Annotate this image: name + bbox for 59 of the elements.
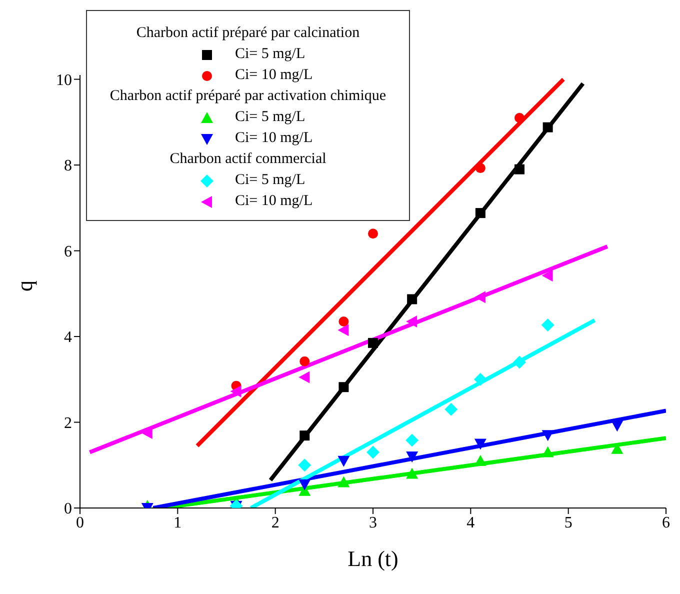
point [475,163,486,174]
x-tick-label: 4 [466,514,475,532]
point [338,324,349,336]
point [338,382,349,392]
point [298,458,312,472]
point [366,446,380,459]
point [338,316,349,327]
point [406,434,419,447]
point [542,122,553,132]
point [338,456,350,467]
point [406,468,418,479]
y-tick-label: 2 [64,414,72,432]
point [230,385,242,398]
point [475,208,486,218]
point [542,430,554,442]
point [338,476,350,488]
point [611,420,624,432]
point [368,338,378,348]
annotation: Charbon actif préparé par activation chimique [108,87,388,106]
y-tick-label: 4 [64,329,72,346]
point [444,402,458,416]
y-tick-label: 8 [64,158,72,175]
text: Charbon actif préparé par calcination [135,24,361,43]
point [514,164,524,174]
legend-label: Ci= 5 mg/L [235,171,306,190]
point [474,438,486,450]
x-tick-label: 5 [564,514,572,532]
y-tick-label: 6 [64,243,72,260]
x-tick-label: 2 [271,514,280,532]
point [542,446,554,458]
legend-label: Ci= 5 mg/L [235,108,306,127]
point [407,294,418,304]
point [300,356,310,366]
y-tick-label: 10 [56,72,72,89]
legend-label: Ci= 10 mg/L [235,66,313,85]
y-axis-title: q [12,280,37,292]
x-axis-title: Ln (t) [348,546,398,571]
point [406,316,418,328]
point [611,442,624,454]
point [542,270,553,282]
legend-label: Ci= 10 mg/L [235,192,313,211]
point [298,479,311,490]
legend-label: Ci= 10 mg/L [235,129,313,148]
legend-label: Ci= 5 mg/L [235,45,306,64]
point [368,228,378,239]
x-tick-label: 3 [369,514,377,532]
x-tick-label: 1 [174,514,182,532]
point [474,372,487,386]
point [541,318,554,332]
point [514,112,524,123]
point [513,356,526,369]
x-tick-label: 0 [76,514,84,532]
point [406,452,418,463]
annotation: Charbon actif commercial [168,150,328,169]
x-tick-label: 6 [662,514,670,532]
y-tick-label: 0 [64,500,72,518]
point [474,291,486,304]
point [300,430,310,441]
point [298,371,310,384]
